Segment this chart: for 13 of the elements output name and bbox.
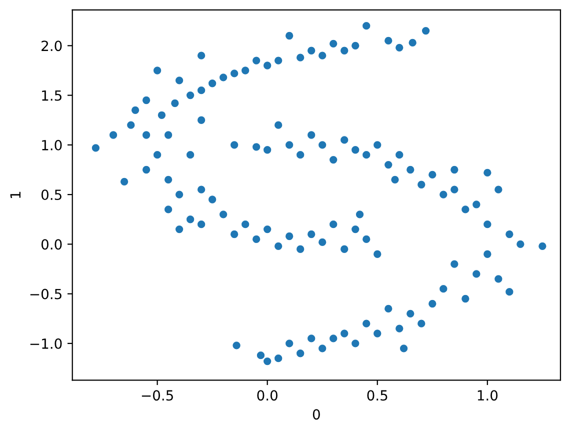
y-tick-label: −1.0 (30, 338, 62, 349)
x-tick-label: 0.5 (367, 390, 388, 401)
x-tick-label: 1.0 (478, 390, 498, 401)
y-tick-label: 1.0 (42, 140, 62, 150)
y-tick-label: −0.5 (30, 288, 62, 300)
y-axis-title: 1 (10, 192, 20, 198)
y-tick-label: 1.5 (42, 90, 62, 101)
y-tick-label: 0.0 (41, 239, 62, 250)
x-axis-title: 0 (312, 409, 320, 420)
y-tick-label: 2.0 (42, 40, 62, 52)
x-tick-label: 0.0 (257, 390, 278, 401)
y-tick-label: 0.5 (41, 190, 62, 200)
x-tick-label: −0.5 (142, 390, 173, 401)
